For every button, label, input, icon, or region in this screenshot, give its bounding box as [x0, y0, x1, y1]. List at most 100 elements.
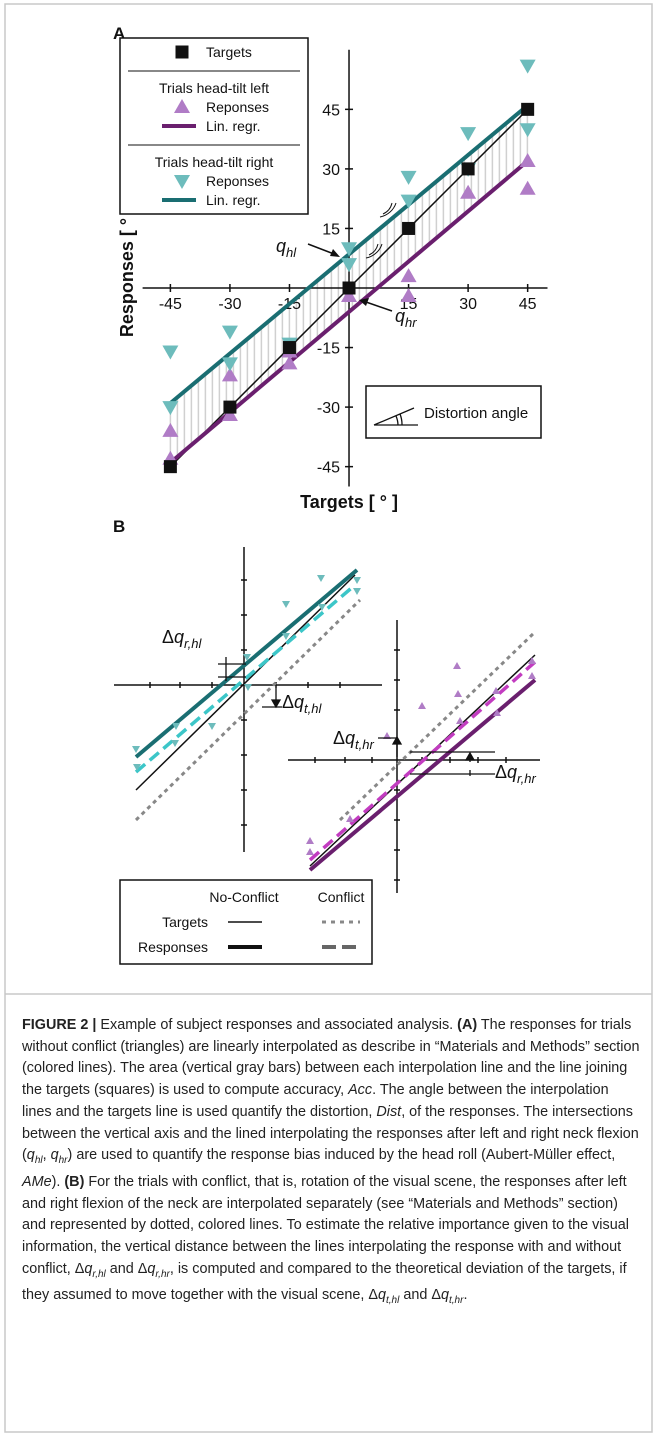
response-marker — [400, 287, 417, 302]
legend-label: Lin. regr. — [206, 192, 260, 208]
caption: FIGURE 2 | Example of subject responses … — [22, 1015, 642, 1312]
legend-box — [119, 37, 309, 215]
legend-header: No-Conflict — [209, 889, 278, 905]
x-tick-label: -45 — [159, 296, 182, 313]
legend-label: Targets — [162, 914, 208, 930]
caption-text: (A) — [457, 1017, 478, 1033]
caption-text: . — [463, 1287, 468, 1304]
y-tick-label: 15 — [322, 221, 340, 238]
panel-label: B — [113, 517, 125, 536]
annotation-var: q — [395, 306, 405, 326]
caption-text: and Δ — [105, 1260, 148, 1277]
text-part: Δ — [495, 762, 507, 782]
delta-label: Δqt,hr — [333, 728, 375, 752]
distortion-key — [365, 385, 542, 439]
x-tick-label: -30 — [218, 296, 241, 313]
response-marker — [162, 345, 179, 360]
response-marker — [341, 242, 358, 257]
y-axis-title: Responses [ ° ] — [117, 207, 137, 337]
x-tick-label: 30 — [459, 296, 477, 313]
frame — [4, 3, 653, 1433]
legend-label: Responses — [138, 939, 208, 955]
x-axis-title: Targets [ ° ] — [300, 492, 398, 512]
caption-text: AMe — [22, 1173, 52, 1190]
caption-text: t,hr — [448, 1295, 464, 1307]
text-part: q — [294, 692, 304, 712]
legend-group-title: Trials head-tilt left — [159, 80, 269, 96]
annotation: qhr — [395, 306, 417, 330]
caption-text: , is computed and compared to the theore… — [22, 1260, 631, 1304]
target-marker — [223, 400, 237, 414]
caption-text: . The angle between the interpolation li… — [22, 1082, 613, 1120]
schematic-lines — [134, 568, 537, 872]
caption-text: t,hl — [386, 1295, 400, 1307]
text-part: r,hr — [517, 771, 536, 786]
angle-mark — [379, 202, 397, 218]
response-marker — [162, 422, 179, 437]
legend-marker — [174, 175, 190, 189]
y-tick-label: -15 — [317, 341, 340, 358]
caption-text: q — [377, 1287, 386, 1304]
text-part: t,hr — [355, 737, 374, 752]
response-marker — [221, 325, 238, 340]
text-part: Δ — [333, 728, 345, 748]
caption-text: q — [440, 1287, 449, 1304]
legend-label: Reponses — [206, 173, 269, 189]
delta-label: Δqr,hr — [495, 762, 537, 786]
legend-samples — [228, 920, 360, 949]
caption-text: q — [50, 1147, 59, 1164]
caption-text: Dist — [376, 1103, 402, 1120]
caption-text: q — [84, 1260, 93, 1277]
arrow — [307, 243, 335, 255]
delta-label: Δqt,hl — [282, 692, 323, 716]
caption-text: hr — [58, 1155, 68, 1167]
caption-text: , — [42, 1147, 51, 1164]
legend-label: Lin. regr. — [206, 118, 260, 134]
caption-text: , of the responses. The intersections be… — [22, 1103, 643, 1164]
y-tick-label: -30 — [317, 400, 340, 417]
delta-markers — [218, 657, 495, 776]
panel-a: A Targets [ ° ] Responses [ ° ] -45 -30 -1… — [113, 24, 548, 512]
caption-text: r,hl — [92, 1268, 106, 1280]
response-marker — [281, 355, 298, 370]
response-marker — [341, 258, 358, 273]
response-marker — [460, 184, 477, 199]
response-marker — [162, 401, 179, 416]
legend-label: Reponses — [206, 99, 269, 115]
caption-text: Acc — [348, 1082, 373, 1099]
panel-b: B Δqr,hl Δqt,hl — [113, 517, 540, 965]
angle-mark — [365, 243, 383, 259]
caption-text: For the trials with conflict, that is, r… — [22, 1173, 633, 1277]
response-marker — [400, 194, 417, 209]
caption-text: q — [147, 1260, 156, 1277]
caption-text: ) are used to quantify the response bias… — [67, 1147, 620, 1164]
text-part: q — [507, 762, 517, 782]
schematic-points — [132, 575, 361, 771]
legend-marker — [174, 99, 190, 113]
text-part: q — [345, 728, 355, 748]
caption-text: r,hr — [155, 1268, 170, 1280]
delta-label: Δqr,hl — [162, 627, 203, 651]
caption-text: FIGURE 2 | — [22, 1017, 97, 1033]
target-marker — [521, 102, 535, 116]
angle-icon — [373, 407, 418, 426]
response-marker — [341, 287, 358, 302]
legend-group-title: Trials head-tilt right — [155, 154, 274, 170]
legend-marker — [175, 45, 189, 59]
arrow-head — [359, 298, 369, 306]
caption-text: and Δ — [399, 1287, 441, 1304]
legend-label: Targets — [206, 44, 252, 60]
annotation: qhl — [276, 236, 297, 260]
y-tick-label: 30 — [322, 162, 340, 179]
text-part: q — [174, 627, 184, 647]
annotation-sub: hl — [286, 245, 297, 260]
caption-text: (B) — [64, 1173, 85, 1190]
caption-text: ). — [51, 1173, 65, 1190]
target-marker — [402, 221, 416, 235]
target-marker — [282, 341, 296, 355]
text-part: Δ — [282, 692, 294, 712]
panel-a-annotations: qhl qhr Distortion angle — [276, 202, 542, 439]
response-marker — [400, 268, 417, 283]
caption-text: q — [26, 1147, 35, 1164]
